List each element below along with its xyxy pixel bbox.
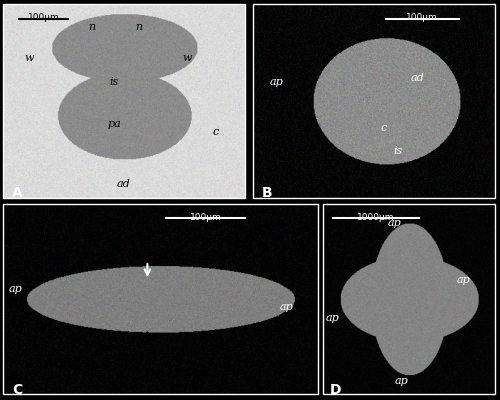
Text: ad: ad [117, 180, 130, 190]
Text: 100μm: 100μm [406, 13, 438, 22]
Text: ap: ap [326, 313, 340, 323]
Text: c: c [213, 127, 219, 137]
Text: D: D [330, 382, 341, 397]
Text: 100μm: 100μm [190, 212, 222, 222]
Text: c: c [380, 123, 386, 133]
Text: n: n [134, 22, 142, 32]
Text: ap: ap [388, 218, 402, 228]
Text: w: w [24, 53, 34, 63]
Text: ap: ap [8, 284, 22, 294]
Text: pa: pa [107, 119, 121, 129]
Text: is: is [110, 77, 118, 87]
Text: is: is [394, 146, 402, 156]
Text: A: A [12, 186, 23, 200]
Text: ap: ap [279, 302, 293, 312]
Text: 100μm: 100μm [28, 13, 60, 22]
Text: ap: ap [395, 376, 408, 386]
Text: 1000μm: 1000μm [357, 212, 395, 222]
Text: ap: ap [457, 275, 471, 285]
Text: w: w [182, 53, 192, 63]
Text: n: n [88, 22, 96, 32]
Text: C: C [12, 382, 22, 397]
Text: B: B [262, 186, 273, 200]
Text: ap: ap [270, 77, 283, 87]
Text: ad: ad [410, 73, 424, 83]
